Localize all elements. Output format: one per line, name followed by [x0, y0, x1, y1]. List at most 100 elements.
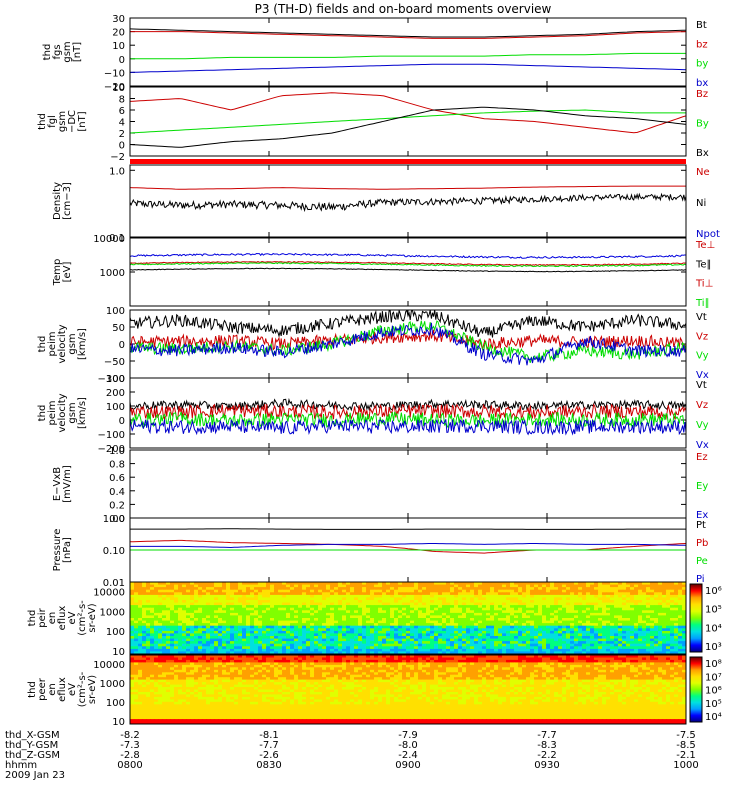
heatmap-cell — [166, 625, 171, 629]
heatmap-cell — [618, 602, 623, 606]
heatmap-cell — [342, 636, 347, 640]
heatmap-cell — [138, 630, 143, 634]
heatmap-cell — [430, 628, 435, 632]
heatmap-cell — [350, 582, 355, 586]
heatmap-cell — [442, 633, 447, 637]
heatmap-cell — [666, 605, 671, 609]
heatmap-cell — [314, 592, 319, 596]
heatmap-cell — [222, 612, 227, 616]
heatmap-cell — [302, 612, 307, 616]
heatmap-cell — [198, 636, 203, 640]
heatmap-cell — [166, 655, 171, 658]
heatmap-cell — [198, 638, 203, 642]
heatmap-cell — [358, 615, 363, 619]
heatmap-cell — [434, 612, 439, 616]
heatmap-cell — [154, 584, 159, 588]
heatmap-cell — [330, 638, 335, 642]
heatmap-cell — [602, 612, 607, 616]
heatmap-cell — [206, 605, 211, 609]
heatmap-cell — [674, 587, 679, 591]
heatmap-cell — [274, 651, 279, 654]
heatmap-cell — [246, 600, 251, 604]
heatmap-cell — [222, 607, 227, 611]
heatmap-cell — [654, 587, 659, 591]
heatmap-cell — [186, 600, 191, 604]
heatmap-cell — [606, 655, 611, 658]
heatmap-cell — [334, 623, 339, 627]
heatmap-cell — [262, 589, 267, 593]
heatmap-cell — [222, 610, 227, 614]
heatmap-cell — [390, 605, 395, 609]
heatmap-cell — [350, 623, 355, 627]
heatmap-cell — [586, 625, 591, 629]
heatmap-cell — [562, 600, 567, 604]
heatmap-cell — [174, 602, 179, 606]
heatmap-cell — [290, 602, 295, 606]
heatmap-cell — [626, 610, 631, 614]
heatmap-cell — [614, 630, 619, 634]
heatmap-cell — [170, 630, 175, 634]
heatmap-cell — [518, 662, 523, 666]
heatmap-cell — [258, 610, 263, 614]
heatmap-cell — [562, 594, 567, 598]
heatmap-cell — [486, 628, 491, 632]
heatmap-cell — [554, 589, 559, 593]
heatmap-cell — [246, 584, 251, 588]
heatmap-cell — [406, 655, 411, 658]
heatmap-cell — [146, 587, 151, 591]
heatmap-cell — [502, 646, 507, 650]
heatmap-cell — [422, 638, 427, 642]
heatmap-cell — [538, 602, 543, 606]
heatmap-cell — [426, 582, 431, 586]
heatmap-cell — [238, 657, 243, 661]
heatmap-cell — [458, 587, 463, 591]
heatmap-cell — [402, 646, 407, 650]
heatmap-cell — [366, 589, 371, 593]
heatmap-cell — [246, 618, 251, 622]
heatmap-cell — [514, 600, 519, 604]
heatmap-cell — [422, 651, 427, 654]
heatmap-cell — [274, 623, 279, 627]
heatmap-cell — [386, 602, 391, 606]
heatmap-cell — [618, 638, 623, 642]
heatmap-cell — [654, 648, 659, 652]
heatmap-cell — [398, 592, 403, 596]
heatmap-cell — [390, 664, 395, 668]
y-axis-label: gsm — [67, 333, 78, 354]
heatmap-cell — [154, 659, 159, 663]
heatmap-cell — [562, 636, 567, 640]
heatmap-cell — [642, 584, 647, 588]
heatmap-cell — [342, 623, 347, 627]
heatmap-cell — [350, 641, 355, 645]
heatmap-cell — [502, 582, 507, 586]
heatmap-cell — [242, 594, 247, 598]
heatmap-cell — [482, 664, 487, 668]
heatmap-cell — [146, 597, 151, 601]
heatmap-cell — [570, 589, 575, 593]
heatmap-cell — [166, 628, 171, 632]
heatmap-cell — [394, 643, 399, 647]
heatmap-cell — [502, 648, 507, 652]
heatmap-cell — [242, 646, 247, 650]
heatmap-cell — [294, 662, 299, 666]
heatmap-cell — [202, 607, 207, 611]
heatmap-cell — [322, 655, 327, 658]
heatmap-cell — [658, 610, 663, 614]
heatmap-cell — [378, 648, 383, 652]
heatmap-cell — [390, 618, 395, 622]
heatmap-cell — [230, 602, 235, 606]
heatmap-cell — [226, 657, 231, 661]
heatmap-cell — [130, 659, 135, 663]
heatmap-cell — [546, 594, 551, 598]
heatmap-cell — [342, 651, 347, 654]
heatmap-cell — [662, 605, 667, 609]
heatmap-cell — [558, 657, 563, 661]
heatmap-cell — [446, 602, 451, 606]
heatmap-cell — [174, 633, 179, 637]
heatmap-cell — [450, 655, 455, 658]
heatmap-cell — [250, 584, 255, 588]
heatmap-cell — [306, 594, 311, 598]
heatmap-cell — [462, 607, 467, 611]
heatmap-cell — [506, 592, 511, 596]
